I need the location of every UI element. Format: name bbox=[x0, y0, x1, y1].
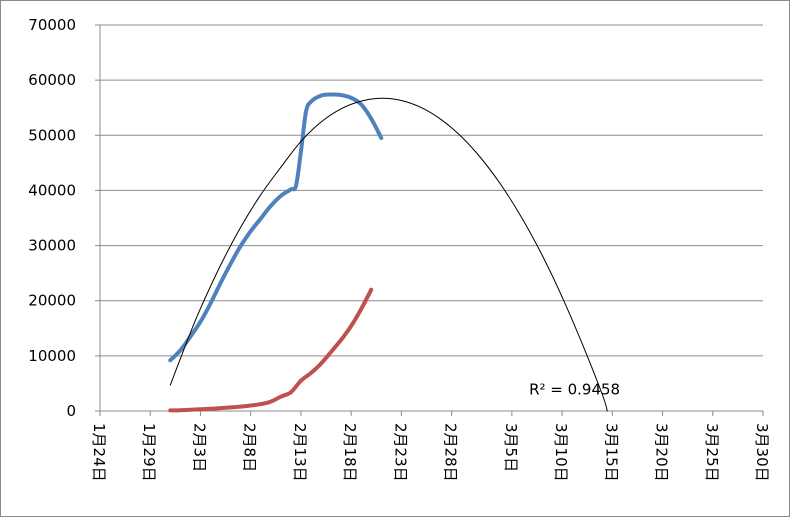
series-lines bbox=[168, 92, 608, 413]
x-tick-label-1: 1月29日 bbox=[140, 423, 158, 482]
x-tick-label-8: 3月5日 bbox=[502, 423, 520, 472]
x-axis-tick-labels: 1月24日 1月29日 2月3日 2月8日 2月13日 2月18日 2月23日 2月28日 3月… bbox=[90, 411, 771, 482]
axes bbox=[99, 25, 763, 412]
x-tick-label-9: 3月10日 bbox=[552, 423, 570, 482]
y-axis-tick-labels: 0 10000 20000 30000 40000 50000 60000 70000 bbox=[28, 16, 100, 420]
x-tick-label-10: 3月15日 bbox=[602, 423, 620, 482]
y-tick-label-6: 60000 bbox=[28, 71, 76, 89]
gridlines bbox=[100, 24, 763, 357]
x-tick-label-2: 2月3日 bbox=[190, 423, 208, 472]
x-tick-label-4: 2月13日 bbox=[291, 423, 309, 482]
annotations: R² = 0.9458 bbox=[529, 381, 620, 399]
y-tick-label-4: 40000 bbox=[28, 181, 76, 199]
x-tick-label-12: 3月25日 bbox=[703, 423, 721, 482]
y-tick-label-5: 50000 bbox=[28, 126, 76, 144]
y-tick-label-7: 70000 bbox=[28, 16, 76, 34]
y-tick-label-0: 0 bbox=[66, 402, 76, 420]
series-line-1 bbox=[168, 287, 374, 413]
trendline bbox=[169, 97, 608, 412]
x-tick-label-5: 2月18日 bbox=[341, 423, 359, 482]
x-tick-label-7: 2月28日 bbox=[442, 423, 460, 482]
x-tick-label-6: 2月23日 bbox=[391, 423, 409, 482]
x-tick-label-13: 3月30日 bbox=[753, 423, 771, 482]
x-tick-label-11: 3月20日 bbox=[653, 423, 671, 482]
y-tick-label-3: 30000 bbox=[28, 237, 76, 255]
y-tick-label-1: 10000 bbox=[28, 347, 76, 365]
x-tick-label-3: 2月8日 bbox=[241, 423, 259, 472]
y-tick-label-2: 20000 bbox=[28, 292, 76, 310]
x-tick-label-0: 1月24日 bbox=[90, 423, 108, 482]
series-line-0 bbox=[168, 92, 384, 363]
r-squared-label: R² = 0.9458 bbox=[529, 381, 620, 399]
